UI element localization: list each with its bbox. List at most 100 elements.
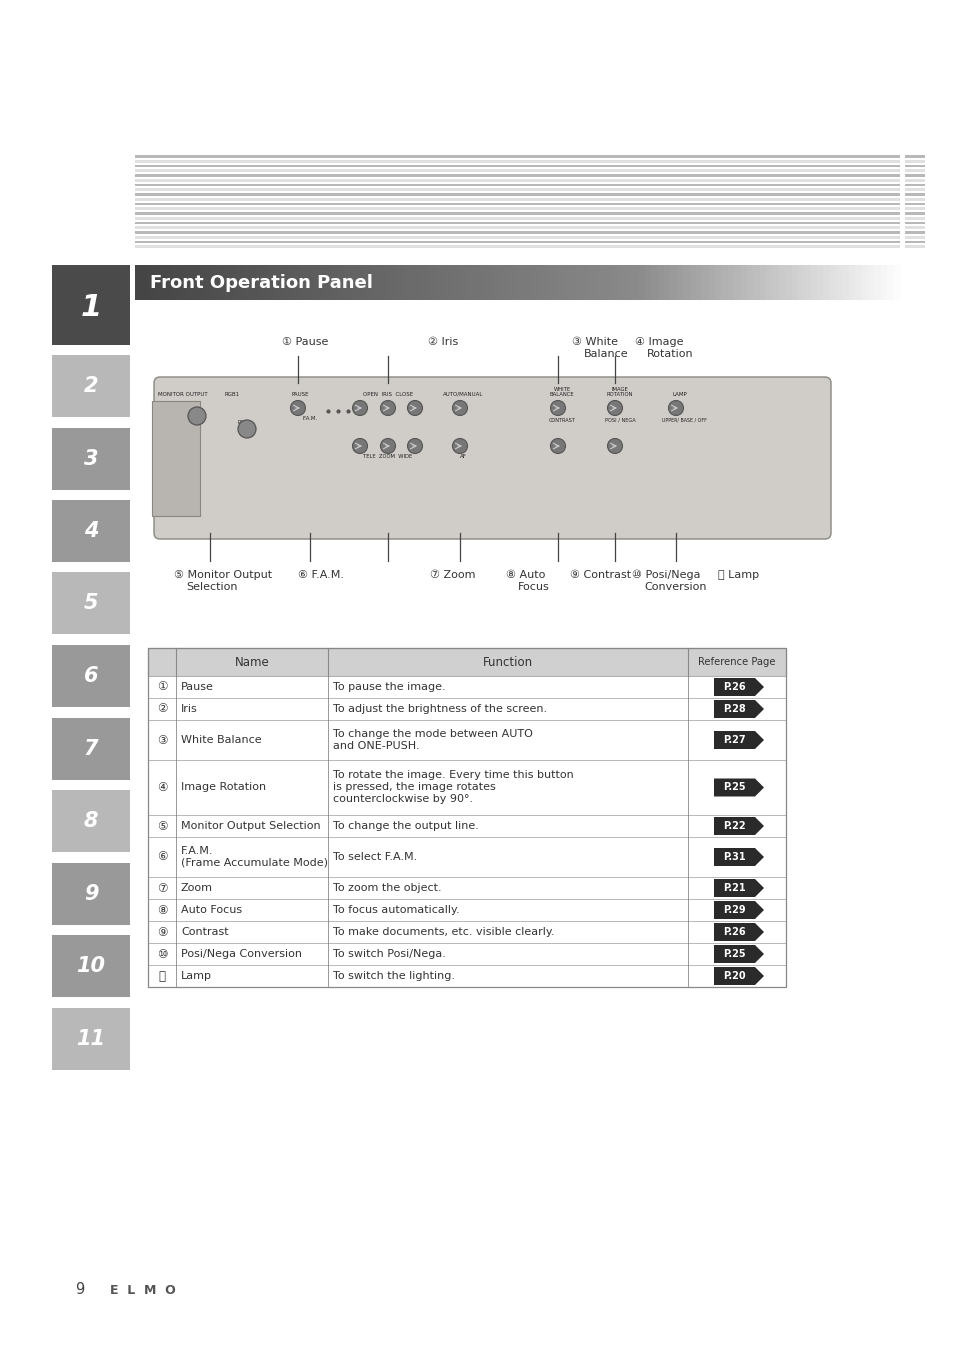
Bar	[625, 265, 633, 300]
Bar	[784, 265, 792, 300]
Bar	[454, 265, 460, 300]
Bar	[395, 265, 403, 300]
Bar	[638, 265, 645, 300]
Bar	[904, 184, 924, 186]
Bar	[52, 571, 130, 634]
Text: To zoom the object.: To zoom the object.	[333, 884, 441, 893]
Bar	[836, 265, 842, 300]
Text: Name: Name	[234, 655, 269, 669]
Bar	[409, 265, 416, 300]
Bar	[459, 265, 467, 300]
Text: ⑦ Zoom: ⑦ Zoom	[430, 570, 475, 580]
Text: P.26: P.26	[722, 682, 745, 692]
Bar	[523, 265, 531, 300]
Bar	[904, 222, 924, 224]
Text: UPPER/ BASE / OFF: UPPER/ BASE / OFF	[660, 417, 706, 423]
Bar	[135, 265, 142, 300]
Bar	[135, 222, 899, 224]
Bar	[135, 174, 899, 177]
Bar	[148, 838, 785, 877]
Bar	[243, 265, 251, 300]
Bar	[580, 265, 588, 300]
Bar	[511, 265, 518, 300]
Bar	[52, 790, 130, 852]
Text: ⑩ Posi/Nega: ⑩ Posi/Nega	[631, 570, 700, 580]
Bar	[333, 265, 339, 300]
Bar	[314, 265, 320, 300]
Bar	[135, 226, 899, 230]
Bar	[644, 265, 652, 300]
Text: WHITE
BALANCE: WHITE BALANCE	[549, 386, 574, 397]
Text: OPEN  IRIS  CLOSE: OPEN IRIS CLOSE	[362, 392, 413, 396]
Bar	[841, 265, 849, 300]
Text: 9: 9	[75, 1282, 85, 1297]
Text: TELE  ZOOM  WIDE: TELE ZOOM WIDE	[363, 454, 413, 459]
Bar	[689, 265, 697, 300]
Text: 2: 2	[84, 376, 98, 396]
Bar	[52, 428, 130, 490]
Text: F.A.M.: F.A.M.	[302, 416, 317, 420]
Text: 7: 7	[84, 739, 98, 759]
Bar	[135, 231, 899, 234]
Text: RGB1: RGB1	[224, 392, 239, 396]
Polygon shape	[713, 967, 763, 985]
Bar	[810, 265, 818, 300]
Bar	[135, 165, 899, 168]
Bar	[803, 265, 811, 300]
Bar	[148, 648, 785, 676]
Text: To select F.A.M.: To select F.A.M.	[333, 852, 416, 862]
Bar	[167, 265, 174, 300]
Text: ⑩: ⑩	[156, 947, 167, 961]
Bar	[148, 898, 785, 921]
Circle shape	[452, 439, 467, 454]
Bar	[904, 197, 924, 200]
Bar	[606, 265, 614, 300]
Text: ④: ④	[156, 781, 167, 794]
Bar	[720, 265, 728, 300]
Circle shape	[668, 400, 682, 416]
Bar	[727, 265, 735, 300]
Text: P.22: P.22	[722, 821, 745, 831]
Text: counterclockwise by 90°.: counterclockwise by 90°.	[333, 794, 473, 804]
Bar	[904, 240, 924, 243]
Text: P.27: P.27	[722, 735, 745, 744]
Text: MAIN: MAIN	[188, 409, 201, 415]
Bar	[594, 265, 600, 300]
Text: 9: 9	[84, 884, 98, 904]
Bar	[135, 246, 899, 249]
Text: To pause the image.: To pause the image.	[333, 682, 445, 692]
Bar	[651, 265, 659, 300]
Text: ⑪ Lamp: ⑪ Lamp	[718, 570, 759, 580]
Bar	[670, 265, 678, 300]
Bar	[478, 265, 486, 300]
Bar	[904, 246, 924, 249]
Bar	[135, 169, 899, 172]
Bar	[357, 265, 365, 300]
Bar	[52, 500, 130, 562]
Bar	[135, 155, 899, 158]
Bar	[874, 265, 881, 300]
Text: Posi/Nega Conversion: Posi/Nega Conversion	[181, 948, 302, 959]
Bar	[797, 265, 804, 300]
Text: ⑪: ⑪	[158, 970, 165, 982]
Bar	[556, 265, 562, 300]
Circle shape	[550, 400, 565, 416]
Bar	[904, 193, 924, 196]
Text: (Frame Accumulate Mode): (Frame Accumulate Mode)	[181, 858, 328, 867]
Text: Image Rotation: Image Rotation	[181, 782, 266, 793]
Text: Iris: Iris	[181, 704, 197, 713]
Text: AUTO/MANUAL: AUTO/MANUAL	[442, 392, 482, 396]
Circle shape	[188, 407, 206, 426]
Bar	[135, 188, 899, 190]
Bar	[135, 203, 899, 205]
Text: P.25: P.25	[722, 948, 745, 959]
Bar	[759, 265, 766, 300]
Bar	[549, 265, 557, 300]
Text: CONTRAST: CONTRAST	[548, 417, 575, 423]
Text: ⑦: ⑦	[156, 881, 167, 894]
Bar	[148, 720, 785, 761]
Bar	[778, 265, 785, 300]
Bar	[886, 265, 894, 300]
Text: Selection: Selection	[186, 582, 237, 592]
Circle shape	[452, 400, 467, 416]
